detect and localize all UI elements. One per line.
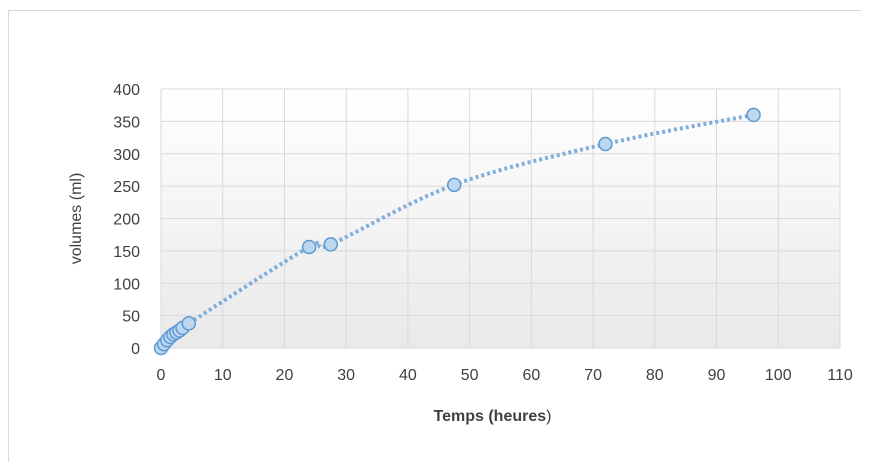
x-axis-title: Temps (heures)	[434, 408, 552, 425]
data-point	[446, 177, 462, 193]
x-tick-label: 90	[708, 367, 726, 384]
data-point	[181, 316, 197, 331]
data-point	[598, 136, 613, 152]
y-tick-label: 200	[113, 212, 140, 229]
x-tick-label: 30	[337, 367, 355, 384]
y-axis-title: volumes (ml)	[68, 173, 85, 265]
x-tick-label: 70	[584, 367, 602, 384]
x-tick-label: 20	[276, 367, 294, 384]
x-tick-label: 60	[522, 367, 540, 384]
x-axis-title-tail: )	[546, 408, 551, 425]
y-tick-label: 50	[122, 309, 140, 326]
data-point	[746, 107, 761, 123]
data-point	[323, 237, 338, 252]
y-tick-label: 150	[113, 244, 140, 261]
x-tick-labels: 0 10 20 30 40 50 60 70 80 90 100 110	[157, 367, 853, 384]
y-tick-label: 400	[113, 82, 140, 99]
x-tick-label: 10	[214, 367, 232, 384]
x-tick-label: 0	[157, 367, 166, 384]
y-tick-label: 0	[131, 341, 140, 358]
y-tick-label: 350	[113, 114, 140, 131]
y-tick-label: 100	[113, 276, 140, 293]
x-tick-label: 100	[765, 367, 792, 384]
x-tick-label: 80	[646, 367, 664, 384]
x-tick-label: 50	[461, 367, 479, 384]
x-axis-title-bold: Temps (heures	[434, 408, 547, 425]
gridlines	[160, 88, 841, 349]
x-tick-label: 40	[399, 367, 417, 384]
data-points	[153, 107, 761, 356]
x-tick-label: 110	[827, 367, 853, 384]
y-tick-label: 300	[113, 147, 140, 164]
y-tick-labels: 0 50 100 150 200 250 300 350 400	[113, 82, 140, 358]
data-point	[301, 239, 317, 255]
y-tick-label: 250	[113, 179, 140, 196]
